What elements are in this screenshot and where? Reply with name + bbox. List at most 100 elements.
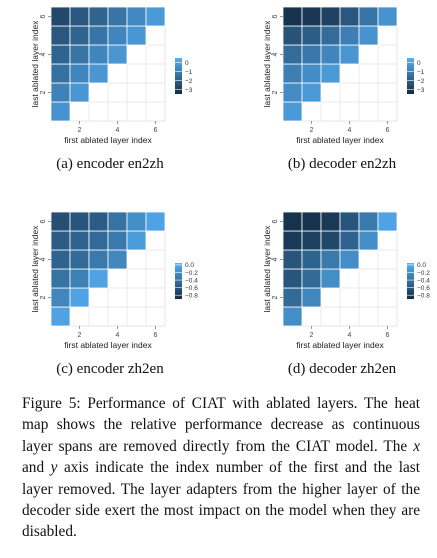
heatmap-cell	[126, 6, 147, 27]
subfigure-caption: (d) decoder zh2en	[288, 361, 397, 377]
heatmap-cell	[282, 306, 303, 327]
heatmap-cell	[107, 44, 128, 65]
legend-tick-label: 0.0	[185, 262, 194, 269]
heatmap-cell	[69, 63, 90, 84]
heatmap-cell	[126, 230, 147, 251]
x-tick-label: 2	[310, 332, 314, 339]
heatmap-cell	[126, 211, 147, 232]
heatmap-cell	[320, 63, 341, 84]
y-tick-label: 6	[272, 14, 279, 18]
heatmap-cell	[69, 287, 90, 308]
legend-tick-label: −3	[185, 87, 193, 94]
legend-tick-label: −0.4	[185, 277, 198, 284]
legend-tick-label: −0.8	[417, 293, 430, 300]
heatmap-cell	[69, 211, 90, 232]
legend-colorbar	[175, 58, 182, 94]
y-tick-label: 2	[40, 295, 47, 299]
legend-colorbar	[407, 58, 414, 94]
y-tick-label: 2	[272, 295, 279, 299]
heatmap-cell	[282, 25, 303, 46]
heatmap-cell	[282, 101, 303, 122]
heatmap-cell	[301, 63, 322, 84]
y-tick-label: 4	[40, 257, 47, 261]
heatmap-cell	[301, 211, 322, 232]
heatmap-cell	[339, 6, 360, 27]
legend-tick-label: −1	[185, 69, 193, 76]
legend-tick-label: −0.2	[185, 270, 198, 277]
x-tick-label: 6	[154, 332, 158, 339]
heatmap-cell	[339, 211, 360, 232]
x-tick-label: 4	[348, 127, 352, 134]
legend-tick-label: −2	[185, 78, 193, 85]
x-tick-label: 6	[386, 127, 390, 134]
heatmap-cell	[358, 211, 379, 232]
heatmap-cell	[145, 211, 166, 232]
heatmap-cell	[50, 101, 71, 122]
heatmap-cell	[301, 287, 322, 308]
heatmap-cell	[358, 25, 379, 46]
heatmap-cell	[107, 25, 128, 46]
heatmap-cell	[282, 63, 303, 84]
x-tick-label: 2	[78, 332, 82, 339]
heatmap-cell	[320, 249, 341, 270]
heatmap-cell	[282, 44, 303, 65]
y-axis-title: last ablated layer index	[262, 225, 272, 313]
legend-colorbar	[407, 263, 414, 299]
y-tick-label: 6	[40, 219, 47, 223]
heatmap-cell	[50, 44, 71, 65]
heatmap-cell	[301, 6, 322, 27]
heatmap-cell	[88, 6, 109, 27]
heatmap-cell	[339, 249, 360, 270]
legend-tick-label: −0.6	[417, 285, 430, 292]
y-tick-label: 6	[272, 219, 279, 223]
heatmap-cell	[88, 268, 109, 289]
heatmap-cell	[88, 211, 109, 232]
heatmap-cell	[50, 211, 71, 232]
x-tick-label: 4	[348, 332, 352, 339]
x-axis-title: first ablated layer index	[296, 135, 384, 145]
heatmap-cell	[145, 6, 166, 27]
heatmap-cell	[50, 82, 71, 103]
y-axis-title: last ablated layer index	[30, 20, 40, 108]
caption-text-2: and	[22, 459, 51, 477]
heatmap-cell	[282, 249, 303, 270]
x-tick-label: 6	[386, 332, 390, 339]
legend-tick-label: −0.8	[185, 293, 198, 300]
y-tick-label: 6	[40, 14, 47, 18]
y-axis-title: last ablated layer index	[262, 20, 272, 108]
x-tick-label: 4	[116, 127, 120, 134]
x-tick-label: 2	[78, 127, 82, 134]
heatmap-cell	[282, 6, 303, 27]
y-tick-label: 2	[40, 90, 47, 94]
heatmap-cell	[88, 63, 109, 84]
heatmap-cell	[50, 63, 71, 84]
heatmap-cell	[69, 25, 90, 46]
heatmap-cell	[320, 25, 341, 46]
caption-y-var: y	[50, 459, 58, 477]
heatmap-cell	[320, 230, 341, 251]
subfigure-caption: (a) encoder en2zh	[56, 156, 164, 172]
heatmap-cell	[69, 82, 90, 103]
y-tick-label: 2	[272, 90, 279, 94]
heatmap-cell	[88, 44, 109, 65]
heatmap-cell	[358, 230, 379, 251]
heatmap-cell	[282, 287, 303, 308]
heatmap-cell	[339, 25, 360, 46]
heatmap-cell	[282, 230, 303, 251]
heatmap-cell	[282, 82, 303, 103]
heatmap-cell	[339, 230, 360, 251]
heatmap-cell	[69, 230, 90, 251]
x-tick-label: 2	[310, 127, 314, 134]
heatmap-cell	[320, 44, 341, 65]
legend-tick-label: −0.2	[417, 270, 430, 277]
legend-tick-label: 0.0	[417, 262, 426, 269]
y-tick-label: 4	[272, 257, 279, 261]
heatmap-cell	[50, 25, 71, 46]
heatmap-cell	[282, 211, 303, 232]
heatmap-cell	[88, 230, 109, 251]
